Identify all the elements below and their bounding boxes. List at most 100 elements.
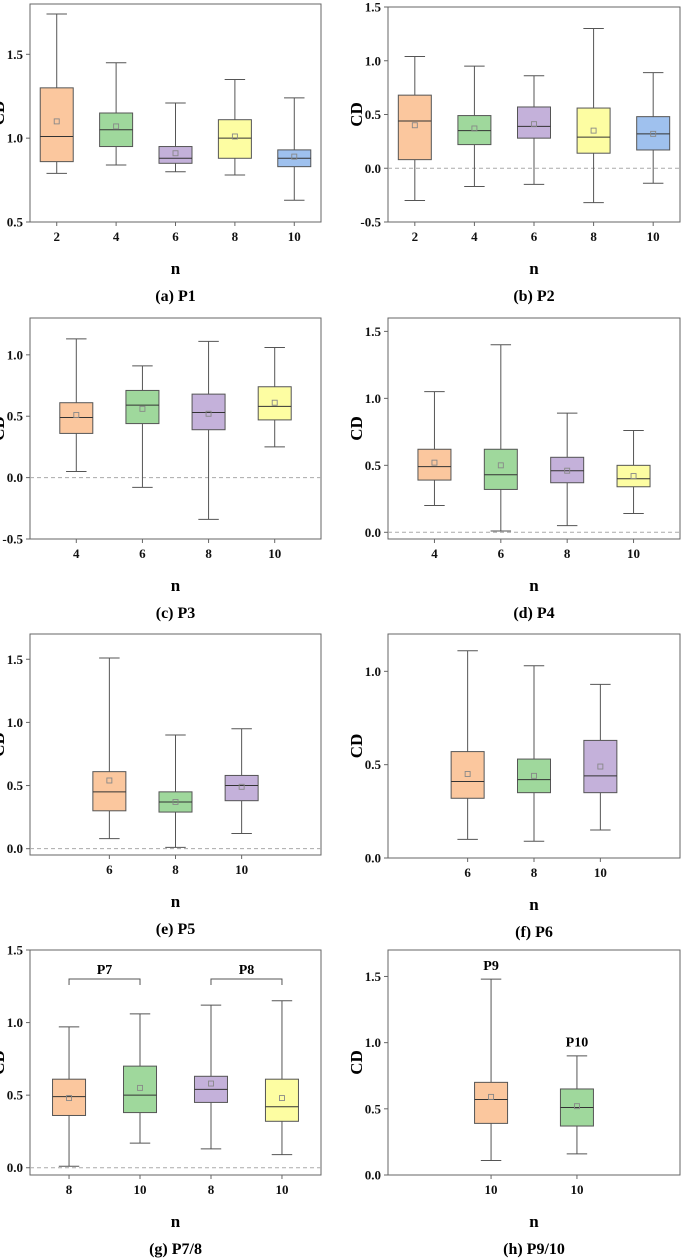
mean-marker: [411, 122, 418, 129]
box-1: [397, 55, 432, 201]
box-2: [517, 665, 551, 842]
iqr-box: [158, 146, 193, 164]
iqr-box: [52, 1078, 87, 1116]
box-1: [52, 1026, 87, 1167]
box-5: [277, 97, 312, 201]
y-tick-label: 1.5: [365, 0, 382, 15]
box-2: [559, 1055, 594, 1155]
iqr-box: [616, 464, 651, 488]
x-tick-label: 10: [485, 1182, 498, 1197]
mean-marker: [573, 1103, 580, 1110]
y-tick-label: 1.0: [365, 1035, 381, 1050]
box-2: [483, 344, 518, 532]
iqr-box: [224, 774, 259, 802]
chart-panel-p2: -0.5 0.0 0.5 1.0 1.5 2 4 6 8 10 CD n (b) P2: [347, 0, 681, 305]
mean-marker: [238, 783, 245, 790]
box-5: [636, 72, 671, 184]
x-axis-label: n: [529, 895, 539, 914]
panel-caption: (h) P9/10: [503, 1241, 565, 1258]
y-tick-label: 1.0: [365, 53, 381, 68]
x-tick-label: 4: [471, 229, 478, 244]
iqr-box: [123, 1065, 158, 1114]
box-2: [123, 1013, 158, 1144]
y-tick-label: 1.5: [7, 943, 24, 958]
plot-frame: [387, 949, 681, 1176]
chart-panel-p6: 0.0 0.5 1.0 6 8 10 CD n (f) P6: [347, 633, 681, 941]
y-tick-label: 1.5: [7, 652, 24, 667]
x-tick-label: 4: [73, 546, 80, 561]
box-1: [59, 338, 94, 472]
mean-marker: [471, 125, 478, 132]
x-tick-label: 6: [498, 546, 505, 561]
group-bracket: [210, 978, 283, 986]
y-tick-label: 1.0: [7, 347, 23, 362]
mean-marker: [139, 405, 146, 412]
chart-panel-p5: 0.0 0.5 1.0 1.5 6 8 10 CD n (e) P5: [0, 633, 322, 938]
panel-caption: (e) P5: [156, 921, 196, 938]
mean-marker: [564, 467, 571, 474]
x-tick-label: 2: [53, 229, 60, 244]
y-tick-label: -0.5: [360, 215, 381, 230]
y-tick-label: -0.5: [2, 532, 23, 547]
x-tick-label: 10: [268, 546, 281, 561]
y-axis-label: CD: [0, 416, 8, 441]
y-tick-label: 0.5: [7, 215, 24, 230]
y-axis-label: CD: [347, 734, 366, 759]
iqr-box: [457, 115, 492, 146]
group-label: P7: [97, 963, 113, 978]
mean-marker: [113, 123, 120, 130]
mean-marker: [590, 127, 597, 134]
x-tick-label: 8: [590, 229, 597, 244]
mean-marker: [137, 1084, 143, 1091]
x-tick-label: 8: [564, 546, 571, 561]
iqr-box: [517, 106, 551, 139]
group-label: P8: [239, 963, 255, 978]
panel-caption: (d) P4: [513, 605, 554, 622]
iqr-box: [59, 402, 94, 434]
x-tick-label: 8: [66, 1182, 73, 1197]
y-tick-label: 0.5: [7, 1088, 24, 1103]
box-3: [158, 102, 193, 173]
x-tick-label: 6: [106, 862, 113, 877]
y-tick-label: 0.5: [365, 458, 382, 473]
mean-marker: [464, 771, 471, 777]
chart-panel-p7-8: 0.0 0.5 1.0 1.5 8 10 8 10 CD n (g) P7/8 P7 P8: [0, 943, 322, 1258]
mean-marker: [431, 459, 438, 466]
mean-marker: [53, 118, 60, 125]
panel-caption: (a) P1: [155, 288, 195, 305]
box-3: [583, 683, 618, 831]
y-tick-label: 0.0: [365, 525, 381, 540]
y-tick-label: 0.0: [7, 470, 23, 485]
box-3: [517, 75, 551, 185]
box-3: [224, 728, 259, 835]
box-1: [450, 650, 485, 840]
y-tick-label: 0.5: [7, 778, 24, 793]
iqr-box: [474, 1081, 509, 1124]
x-tick-label: 4: [113, 229, 120, 244]
iqr-box: [450, 751, 485, 799]
mean-marker: [531, 772, 537, 779]
mean-marker: [650, 130, 657, 137]
iqr-box: [191, 393, 226, 431]
x-tick-label: 10: [627, 546, 640, 561]
x-tick-label: 10: [235, 862, 248, 877]
x-axis-label: n: [171, 892, 181, 911]
x-axis-label: n: [171, 576, 181, 595]
iqr-box: [636, 116, 671, 151]
box-4: [576, 28, 611, 204]
panel-caption: (c) P3: [156, 605, 196, 622]
mean-marker: [279, 1095, 285, 1102]
box-4: [257, 346, 292, 448]
box-2: [125, 365, 160, 488]
x-tick-label: 8: [205, 546, 212, 561]
y-tick-label: 0.0: [365, 161, 381, 176]
group-label: P9: [483, 959, 499, 974]
y-tick-label: 1.0: [365, 664, 381, 679]
iqr-box: [92, 771, 127, 812]
chart-panel-p1: 0.5 1.0 1.5 2 4 6 8 10 CD n (a) P1: [0, 3, 322, 305]
iqr-box: [517, 758, 551, 794]
iqr-box: [125, 389, 160, 425]
x-tick-label: 6: [139, 546, 146, 561]
x-axis-label: n: [171, 259, 181, 278]
box-1: [39, 13, 74, 174]
